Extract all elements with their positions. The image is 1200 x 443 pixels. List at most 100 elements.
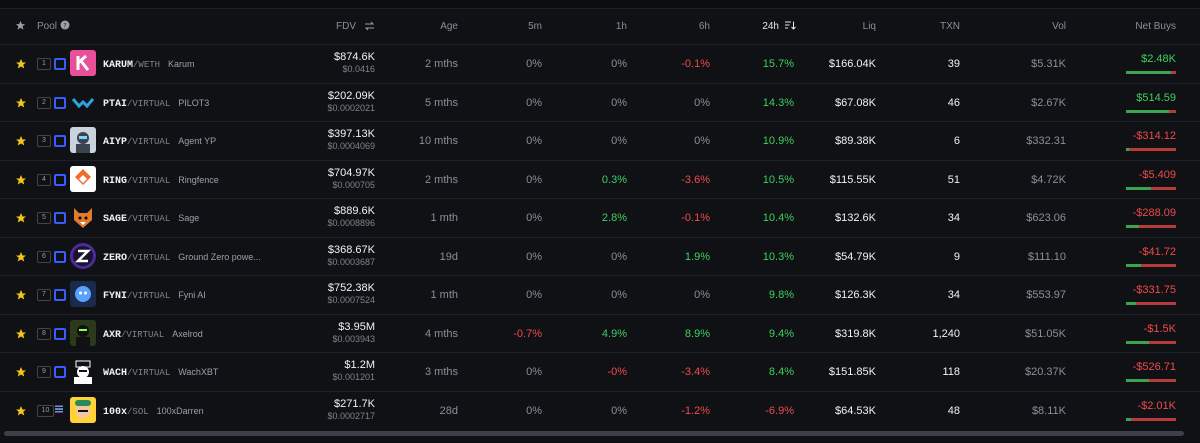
horizontal-scrollbar[interactable] [4, 431, 1184, 436]
header-vol[interactable]: Vol [1052, 21, 1066, 32]
table-row[interactable]: 10 100x/SOL 100xDarren $271.7K $0.0002717 … [0, 390, 1200, 430]
favorite-star-icon[interactable] [15, 212, 27, 224]
fdv-value: $271.7K [334, 397, 375, 410]
table-row[interactable]: 6 ZERO/VIRTUAL Ground Zero powe... $368.6… [0, 236, 1200, 276]
header-5m[interactable]: 5m [528, 21, 542, 32]
token-logo [70, 127, 96, 153]
favorite-star-icon[interactable] [15, 135, 27, 147]
swap-arrows-icon[interactable] [364, 21, 375, 31]
header-6h[interactable]: 6h [698, 21, 710, 32]
net-buys-bar [1126, 186, 1176, 190]
header-fdv[interactable]: FDV [336, 21, 356, 32]
liquidity-cell: $166.04K [828, 58, 876, 70]
help-icon[interactable]: ? [60, 20, 70, 30]
header-1h[interactable]: 1h [615, 21, 627, 32]
token-symbol[interactable]: WACH [103, 368, 128, 379]
table-row[interactable]: 3 AIYP/VIRTUAL Agent YP $397.13K $0.000406… [0, 121, 1200, 160]
token-pair[interactable]: WACH/VIRTUAL WachXBT [103, 366, 218, 379]
table-row[interactable]: 8 AXR/VIRTUAL Axelrod $3.95M $0.003943 4 m… [0, 313, 1200, 353]
net-buys-value: -$314.12 [1132, 130, 1176, 142]
sort-desc-icon[interactable] [784, 20, 796, 31]
token-pair[interactable]: KARUM/WETH Karum [103, 58, 195, 71]
quote-symbol: /VIRTUAL [121, 329, 165, 340]
token-symbol[interactable]: AXR [103, 329, 122, 341]
favorite-star-icon[interactable] [15, 251, 27, 263]
token-symbol[interactable]: AIYP [103, 137, 128, 148]
change-6h-cell: -3.6% [681, 173, 710, 186]
change-24h-cell: 14.3% [762, 96, 794, 109]
rank-badge: 2 [37, 96, 51, 109]
change-6h-cell: -0.1% [681, 212, 710, 224]
quote-symbol: /VIRTUAL [127, 175, 171, 186]
favorite-star-icon[interactable] [15, 405, 27, 417]
token-pair[interactable]: ZERO/VIRTUAL Ground Zero powe... [103, 251, 261, 264]
token-price: $0.0007524 [327, 295, 375, 305]
txn-cell: 118 [942, 366, 960, 378]
token-logo [70, 242, 96, 269]
token-symbol[interactable]: ZERO [103, 252, 128, 264]
token-pair[interactable]: PTAI/VIRTUAL PILOT3 [103, 97, 209, 110]
token-pair[interactable]: SAGE/VIRTUAL Sage [103, 212, 199, 225]
rank-badge: 7 [37, 289, 51, 301]
token-pair[interactable]: 100x/SOL 100xDarren [103, 405, 204, 418]
rank-badge: 9 [37, 366, 51, 378]
token-symbol[interactable]: KARUM [103, 60, 134, 71]
volume-cell: $332.31 [1026, 135, 1066, 147]
favorite-star-icon[interactable] [15, 174, 27, 186]
liquidity-cell: $89.38K [835, 135, 876, 147]
token-symbol[interactable]: RING [103, 175, 128, 187]
fdv-cell: $874.6K $0.0416 [334, 51, 375, 74]
change-1h-cell: 0% [611, 96, 627, 109]
txn-cell: 51 [947, 173, 960, 186]
net-buys-bar [1126, 302, 1176, 305]
age-cell: 28d [439, 404, 458, 417]
net-buys-value: -$41.72 [1138, 245, 1176, 258]
token-symbol[interactable]: PTAI [103, 98, 128, 110]
favorite-star-icon[interactable] [15, 366, 27, 378]
token-logo [70, 358, 96, 384]
base-chain-icon [54, 212, 66, 224]
header-age[interactable]: Age [440, 21, 458, 32]
table-row[interactable]: 7 FYNI/VIRTUAL Fyni AI $752.38K $0.0007524… [0, 275, 1200, 314]
age-cell: 3 mths [424, 366, 458, 378]
fdv-value: $874.6K [334, 51, 375, 63]
age-cell: 1 mth [430, 212, 458, 224]
fdv-value: $704.97K [327, 166, 375, 179]
favorite-star-icon[interactable] [15, 97, 27, 109]
header-txn[interactable]: TXN [940, 21, 960, 32]
header-pool[interactable]: Pool [37, 21, 58, 32]
header-liq[interactable]: Liq [862, 21, 876, 32]
header-net-buys[interactable]: Net Buys [1135, 21, 1176, 32]
token-pair[interactable]: FYNI/VIRTUAL Fyni AI [103, 289, 206, 302]
liquidity-cell: $64.53K [835, 404, 876, 417]
age-cell: 1 mth [430, 289, 458, 301]
token-pair[interactable]: AXR/VIRTUAL Axelrod [103, 328, 203, 341]
change-24h-cell: 10.5% [762, 173, 794, 186]
token-symbol[interactable]: 100x [103, 406, 128, 418]
change-1h-cell: 0% [611, 289, 627, 301]
table-row[interactable]: 2 PTAI/VIRTUAL PILOT3 $202.09K $0.0002021 … [0, 82, 1200, 122]
change-1h-cell: 0% [611, 135, 627, 147]
token-symbol[interactable]: SAGE [103, 214, 128, 225]
token-name: Ringfence [178, 174, 219, 185]
table-row[interactable]: 5 SAGE/VIRTUAL Sage $889.6K $0.0008896 1 m… [0, 198, 1200, 237]
header-24h[interactable]: 24h [762, 21, 779, 32]
token-price: $0.003943 [332, 333, 375, 344]
token-pair[interactable]: RING/VIRTUAL Ringfence [103, 174, 219, 187]
fdv-value: $3.95M [338, 320, 375, 333]
net-buys-bar [1126, 109, 1176, 113]
rank-badge: 6 [37, 250, 51, 263]
liquidity-cell: $54.79K [835, 250, 876, 263]
token-pair[interactable]: AIYP/VIRTUAL Agent YP [103, 135, 216, 148]
favorite-star-icon[interactable] [15, 58, 27, 70]
favorite-star-icon[interactable] [15, 289, 27, 301]
token-symbol[interactable]: FYNI [103, 291, 128, 302]
table-row[interactable]: 1 KARUM/WETH Karum $874.6K $0.0416 2 mths … [0, 44, 1200, 83]
favorite-star-icon[interactable] [15, 328, 27, 340]
age-cell: 4 mths [424, 327, 458, 340]
table-row[interactable]: 4 RING/VIRTUAL Ringfence $704.97K $0.00070… [0, 159, 1200, 199]
change-6h-cell: -1.2% [681, 404, 710, 417]
star-header-icon[interactable] [15, 20, 26, 31]
table-row[interactable]: 9 WACH/VIRTUAL WachXBT $1.2M $0.001201 3 m… [0, 352, 1200, 391]
rank-badge: 8 [37, 327, 51, 340]
